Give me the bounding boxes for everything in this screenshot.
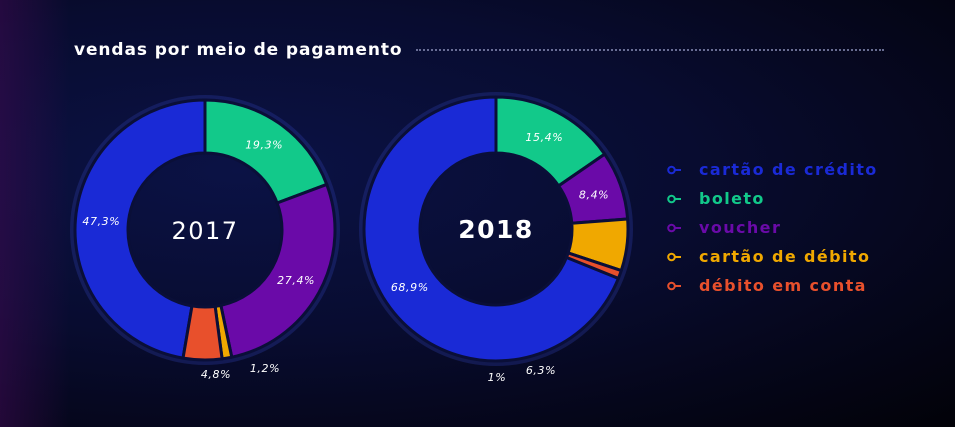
legend-marker-icon <box>667 252 681 261</box>
slice-label-2017-1: 19,3% <box>245 139 283 152</box>
donut-chart-2018: 68,9% 15,4% 8,4% 6,3% 1% 2018 <box>359 92 633 384</box>
legend: cartão de crédito boleto voucher cartão de … <box>667 155 878 300</box>
left-edge-glow <box>0 0 70 427</box>
donut-glow <box>359 92 633 366</box>
legend-marker-icon <box>667 165 681 174</box>
slice-2018-4 <box>564 251 623 280</box>
slice-2017-4 <box>181 304 224 362</box>
legend-label: boleto <box>699 189 765 208</box>
title-dotted-rule <box>416 49 884 51</box>
slice-label-2018-0: 68,9% <box>391 281 429 294</box>
title-row: vendas por meio de pagamento <box>74 37 884 63</box>
donut-center-label: 2017 <box>171 217 238 245</box>
legend-item: boleto <box>667 184 878 213</box>
donut-center-label: 2018 <box>458 215 534 244</box>
legend-marker-icon <box>667 194 681 203</box>
donut-chart-2017: 47,3% 19,3% 27,4% 1,2% 4,8% 2017 <box>70 95 340 381</box>
slice-label-2017-0: 47,3% <box>82 215 120 228</box>
legend-item: cartão de crédito <box>667 155 878 184</box>
legend-item: voucher <box>667 213 878 242</box>
legend-label: cartão de débito <box>699 247 871 266</box>
legend-item: débito em conta <box>667 271 878 300</box>
legend-label: débito em conta <box>699 276 867 295</box>
slice-2017-2 <box>219 182 337 359</box>
slice-label-2018-1: 15,4% <box>525 131 563 144</box>
legend-label: voucher <box>699 218 782 237</box>
legend-marker-icon <box>667 281 681 290</box>
donut-glow <box>70 95 340 365</box>
legend-marker-icon <box>667 223 681 232</box>
chart-title: vendas por meio de pagamento <box>74 40 403 60</box>
slice-label-2018-4: 1% <box>488 371 507 384</box>
slice-label-2018-2: 8,4% <box>579 188 609 201</box>
slice-2018-0 <box>362 95 620 363</box>
slice-label-2018-3: 6,3% <box>526 364 556 377</box>
slice-label-2017-2: 27,4% <box>277 274 315 287</box>
slice-label-2017-3: 1,2% <box>250 362 280 375</box>
slice-label-2017-4: 4,8% <box>201 368 231 381</box>
slice-2017-0 <box>73 98 207 360</box>
legend-label: cartão de crédito <box>699 160 878 179</box>
legend-item: cartão de débito <box>667 242 878 271</box>
